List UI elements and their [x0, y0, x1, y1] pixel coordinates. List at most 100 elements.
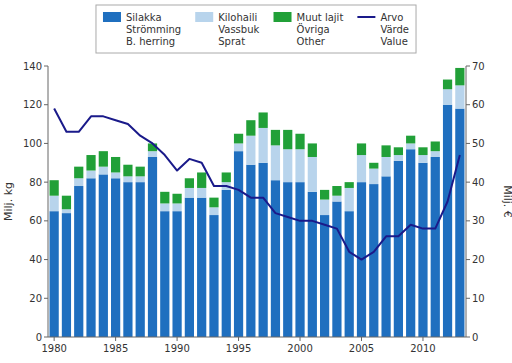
legend-label-line: Silakka: [126, 12, 162, 23]
y2-tick-label: 40: [472, 177, 485, 188]
bar: [148, 157, 157, 337]
y2-tick-label: 30: [472, 215, 485, 226]
bar: [197, 172, 206, 187]
bar: [111, 178, 120, 337]
y2-tick: [466, 220, 470, 221]
legend-label-line: Sprat: [218, 36, 245, 47]
bar: [271, 145, 280, 180]
bar: [369, 169, 378, 184]
y2-tick: [466, 298, 470, 299]
legend-swatch: [274, 12, 292, 22]
bar: [295, 149, 304, 182]
legend-label: Muut lajitÖvrigaOther: [297, 12, 344, 47]
bar: [86, 178, 95, 337]
bar: [74, 167, 83, 179]
bar: [99, 151, 108, 166]
bar: [308, 192, 317, 337]
bar: [357, 155, 366, 182]
bar: [246, 120, 255, 135]
y2-tick: [466, 182, 470, 183]
bar: [394, 147, 403, 155]
bar: [123, 165, 132, 177]
bar: [443, 80, 452, 90]
bar: [443, 89, 452, 104]
x-tick-label: 1995: [226, 343, 251, 354]
bar: [406, 136, 415, 144]
y2-tick-label: 0: [472, 332, 478, 343]
bar: [271, 130, 280, 145]
bar: [148, 151, 157, 157]
bar: [172, 194, 181, 204]
bar: [222, 190, 231, 337]
bar: [185, 198, 194, 337]
y2-tick: [466, 66, 470, 67]
bar: [86, 171, 95, 179]
bar: [50, 180, 59, 195]
bar: [209, 215, 218, 337]
bar: [418, 163, 427, 337]
y2-tick-label: 50: [472, 138, 485, 149]
legend-label-line: Övriga: [297, 23, 330, 35]
legend-swatch: [357, 16, 375, 18]
y-tick-label: 40: [29, 254, 42, 265]
bar: [455, 109, 464, 337]
bar: [197, 188, 206, 198]
x-tick-label: 2005: [349, 343, 374, 354]
bar: [320, 215, 329, 337]
bar: [295, 182, 304, 337]
bar: [62, 213, 71, 337]
bar: [160, 203, 169, 211]
bar: [136, 182, 145, 337]
legend-entry: KilohailiVassbukSprat: [195, 12, 259, 47]
bar: [259, 163, 268, 337]
bar: [86, 155, 95, 170]
bar: [320, 190, 329, 200]
legend-entry: ArvoVärdeValue: [357, 12, 409, 47]
legend-swatch: [103, 12, 121, 22]
legend-label-line: B. herring: [126, 36, 175, 47]
y2-axis-label: Milj. €: [501, 185, 512, 218]
bar: [418, 155, 427, 163]
bar: [62, 209, 71, 213]
bar: [234, 151, 243, 337]
x-tick: [54, 337, 55, 341]
bar: [136, 176, 145, 182]
y-tick-label: 120: [23, 99, 42, 110]
bar: [332, 202, 341, 338]
background: [0, 0, 512, 363]
bar: [283, 182, 292, 337]
bar: [295, 134, 304, 149]
bar: [455, 68, 464, 85]
bar: [74, 186, 83, 337]
legend-label: KilohailiVassbukSprat: [218, 12, 259, 47]
y-tick-label: 100: [23, 138, 42, 149]
x-tick: [300, 337, 301, 341]
bar: [455, 85, 464, 108]
bar-series: [50, 68, 465, 209]
y2-tick-label: 70: [472, 61, 485, 72]
bar: [160, 211, 169, 337]
y-tick-label: 80: [29, 177, 42, 188]
bar: [320, 200, 329, 215]
bar: [406, 143, 415, 149]
bar: [111, 172, 120, 178]
bar: [136, 167, 145, 177]
bar: [172, 203, 181, 211]
y-tick-label: 60: [29, 215, 42, 226]
bar: [308, 157, 317, 192]
y2-tick-label: 60: [472, 99, 485, 110]
bar: [345, 211, 354, 337]
bar: [406, 149, 415, 337]
bar: [443, 105, 452, 337]
legend: SilakkaStrömmingB. herring KilohailiVassb…: [96, 5, 416, 53]
bar: [172, 211, 181, 337]
y-tick-label: 0: [36, 332, 42, 343]
legend-entry: SilakkaStrömmingB. herring: [103, 12, 181, 47]
x-tick-label: 1990: [164, 343, 189, 354]
bar: [357, 143, 366, 155]
y-tick: [44, 259, 48, 260]
bar: [111, 157, 120, 172]
legend-label-line: Muut lajit: [297, 12, 344, 23]
bar: [62, 196, 71, 210]
legend-frame: [96, 5, 416, 53]
